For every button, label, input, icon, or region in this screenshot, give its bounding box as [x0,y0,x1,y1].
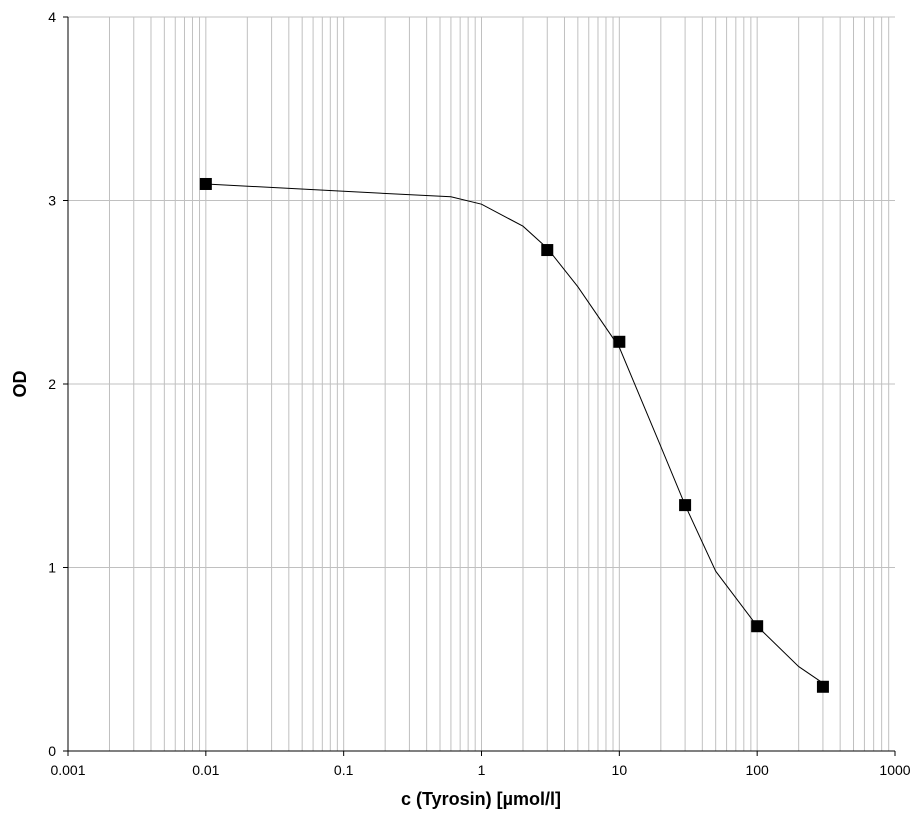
y-tick-label: 0 [48,743,56,759]
x-tick-label: 1000 [879,762,910,778]
x-tick-label: 0.1 [334,762,354,778]
y-tick-label: 1 [48,560,56,576]
data-point-marker [679,499,692,512]
fit-curve [205,183,824,684]
y-tick-labels: 0 1 2 3 4 [48,9,56,759]
x-tick-label: 0.01 [192,762,219,778]
data-point-marker [541,244,554,257]
x-tick-label: 10 [612,762,628,778]
y-tick-label: 3 [48,193,56,209]
data-points [199,177,829,693]
data-point-marker [613,335,626,348]
x-tick-labels: 0.001 0.01 0.1 1 10 100 1000 [50,762,910,778]
data-point-marker [199,177,212,190]
x-axis-title: c (Tyrosin) [µmol/l] [401,789,561,809]
x-tick-label: 100 [745,762,769,778]
grid [68,16,895,751]
data-point-marker [816,680,829,693]
x-tick-label: 1 [478,762,486,778]
x-tick-label: 0.001 [50,762,85,778]
axes [63,16,896,756]
y-tick-label: 2 [48,376,56,392]
y-axis-title: OD [10,370,30,397]
data-point-marker [751,620,764,633]
y-tick-label: 4 [48,9,56,25]
